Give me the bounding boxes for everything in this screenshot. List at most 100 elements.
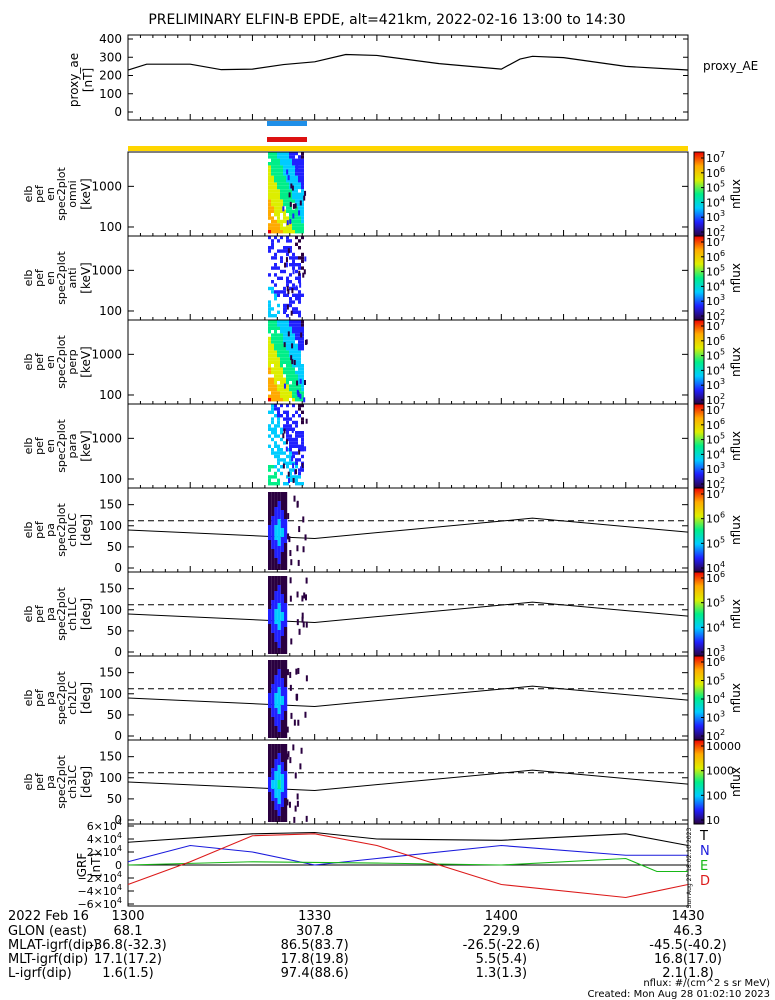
spectrogram-pixel	[298, 176, 301, 179]
spectrogram-pixel	[298, 347, 301, 350]
spectrogram-pixel	[286, 340, 289, 343]
pitch-angle-pixel	[281, 720, 284, 723]
spectrogram-pixel	[271, 199, 274, 202]
pitch-angle-pixel	[274, 717, 277, 720]
pitch-angle-pixel	[274, 525, 277, 528]
pitch-angle-pixel	[281, 672, 284, 675]
colorbar-tick-label: 106	[706, 249, 725, 264]
spectrogram-pixel	[280, 414, 283, 417]
spectrogram-pixel	[292, 445, 295, 448]
pitch-angle-ylabel: ch0LC	[66, 513, 79, 547]
pitch-angle-pixel	[284, 720, 287, 723]
pitch-angle-pixel	[271, 612, 274, 615]
spectrogram-pixel	[274, 189, 277, 192]
pitch-angle-pixel	[268, 744, 271, 747]
spectrogram-pixel	[292, 179, 295, 182]
pitch-angle-pixel	[281, 639, 284, 642]
spectrogram-pixel	[291, 311, 293, 316]
spectrogram-pixel	[283, 182, 286, 185]
pitch-angle-pixel	[281, 498, 284, 501]
ephemeris-value: 5.5(5.4)	[476, 952, 528, 967]
spectrogram-pixel	[277, 189, 280, 192]
spectrogram-pixel	[271, 155, 274, 158]
spectrogram-pixel	[271, 327, 274, 330]
pitch-angle-pixel	[305, 594, 307, 600]
spectrogram-pixel	[298, 357, 301, 360]
pitch-angle-pixel	[284, 615, 287, 618]
spectrogram-pixel	[289, 350, 292, 353]
pitch-angle-pixel	[297, 619, 299, 625]
spectrogram-pixel	[274, 253, 277, 256]
spectrogram-pixel	[280, 260, 283, 263]
pitch-angle-pixel	[274, 729, 277, 732]
pitch-angle-pixel	[274, 780, 277, 783]
spectrogram-pixel	[274, 294, 277, 297]
pitch-angle-pixel	[278, 660, 281, 663]
spectrogram-pixel	[277, 290, 280, 293]
pitch-angle-pixel	[271, 621, 274, 624]
spectrogram-pixel	[286, 350, 289, 353]
pitch-angle-pixel	[278, 774, 281, 777]
spectrogram-pixel	[280, 277, 283, 280]
pitch-angle-pixel	[284, 702, 287, 705]
pitch-angle-pixel	[271, 693, 274, 696]
spectrogram-pixel	[303, 196, 305, 201]
spectrogram-pixel	[305, 340, 307, 345]
pitch-angle-pixel	[274, 792, 277, 795]
spectrogram-pixel	[301, 210, 304, 213]
pitch-angle-pixel	[274, 813, 277, 816]
spectrogram-pixel	[268, 479, 271, 482]
spectrogram-pixel	[298, 239, 301, 242]
colorbar-label-group: nflux	[729, 599, 743, 629]
pitch-angle-pixel	[271, 735, 274, 738]
spectrogram-pixel	[277, 344, 280, 347]
spectrogram-pixel	[286, 323, 289, 326]
pitch-angle-pixel	[274, 720, 277, 723]
pitch-angle-pixel	[271, 507, 274, 510]
spectrogram-pixel	[280, 438, 283, 441]
pitch-angle-pixel	[274, 750, 277, 753]
spectrogram-pixel	[277, 165, 280, 168]
pitch-angle-pixel	[284, 690, 287, 693]
spectrogram-pixel	[268, 162, 271, 165]
spectrogram-pixel	[277, 411, 280, 414]
pitch-angle-pixel	[274, 648, 277, 651]
pitch-angle-pixel	[271, 522, 274, 525]
spectrogram-pixel	[280, 323, 283, 326]
ephemeris-value: 229.9	[483, 924, 520, 939]
spectrogram-pixel	[290, 355, 292, 360]
pitch-angle-pixel	[284, 600, 287, 603]
spectrogram-pixel	[301, 193, 304, 196]
pitch-angle-pixel	[281, 693, 284, 696]
grf-series-D	[128, 834, 688, 898]
pitch-angle-yunit: [deg]	[79, 682, 93, 714]
spectrogram-pixel	[295, 371, 298, 374]
pitch-angle-pixel	[271, 498, 274, 501]
spectrogram-pixel	[286, 455, 289, 458]
spectrogram-pixel	[298, 472, 301, 475]
spectrogram-pixel	[274, 367, 277, 370]
spectrogram-pixel	[274, 327, 277, 330]
spectrogram-pixel	[287, 305, 289, 310]
spectrogram-pixel	[304, 191, 306, 196]
pitch-angle-pixel	[281, 633, 284, 636]
pitch-angle-pixel	[278, 624, 281, 627]
spectrogram-pixel	[286, 189, 289, 192]
spectrogram-pixel	[292, 256, 295, 259]
spectrogram-pixel	[283, 193, 286, 196]
spectrogram-pixel	[274, 445, 277, 448]
spectrogram-pixel	[271, 465, 274, 468]
spectrogram-pixel	[274, 395, 277, 398]
time-tick-label: 1300	[111, 909, 144, 924]
spectrogram-pixel	[292, 176, 295, 179]
spectrogram-pixel	[280, 388, 283, 391]
spectrogram-pixel	[280, 357, 283, 360]
pitch-angle-pixel	[281, 678, 284, 681]
spectrogram-pixel	[288, 472, 290, 477]
pitch-angle-pixel	[281, 810, 284, 813]
pitch-angle-pixel	[271, 777, 274, 780]
pitch-angle-pixel	[278, 546, 281, 549]
ae-panel-frame	[128, 35, 688, 120]
spectrogram-pixel	[277, 468, 280, 471]
spectrogram-pixel	[280, 451, 283, 454]
